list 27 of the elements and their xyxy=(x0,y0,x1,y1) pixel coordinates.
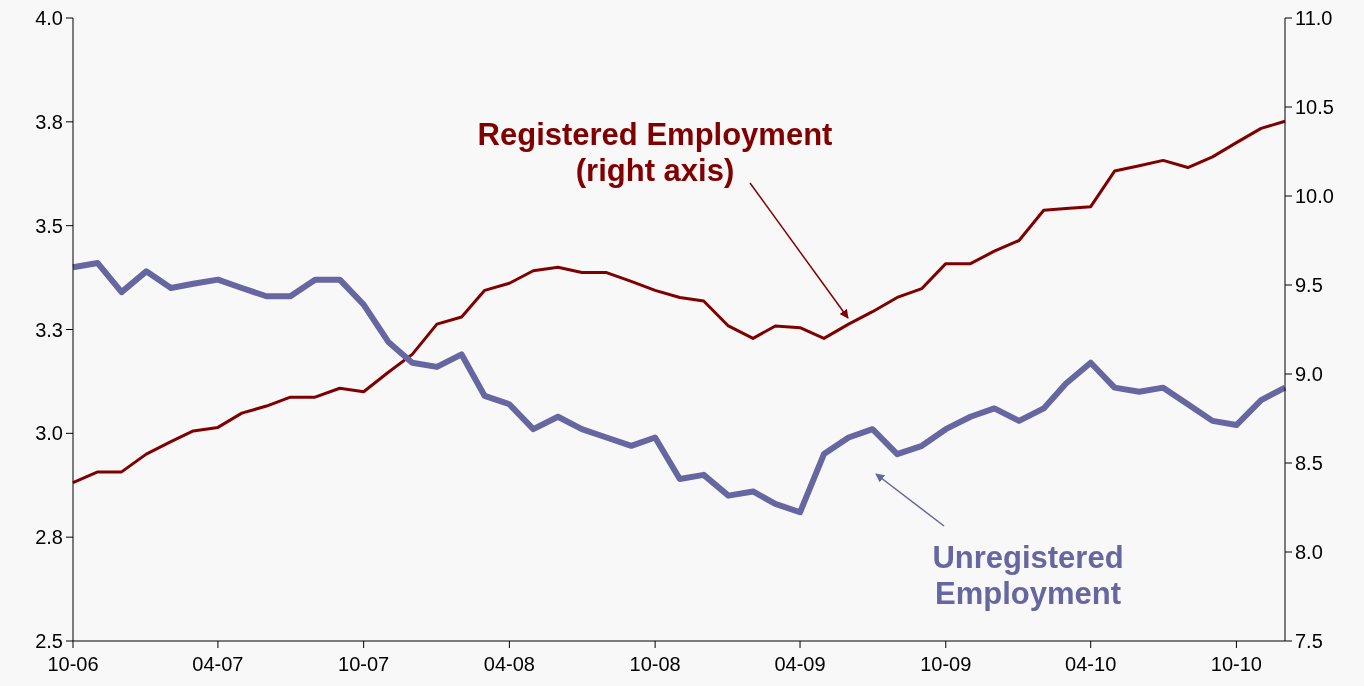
y-tick-label: 2.8 xyxy=(35,526,63,549)
y2-tick-label: 7.5 xyxy=(1295,630,1323,652)
x-tick-label: 10-09 xyxy=(920,653,972,675)
y2-tick-label: 9.5 xyxy=(1295,274,1323,296)
line-series xyxy=(71,119,1287,485)
x-tick-label: 10-06 xyxy=(47,653,99,675)
y-tick-label: 3.5 xyxy=(35,214,63,237)
text: Registered Employment (right axis) xyxy=(477,117,833,188)
y2-tick-label: 10.5 xyxy=(1295,96,1334,118)
y2-tick-label: 10.0 xyxy=(1295,185,1334,207)
x-tick-label: 04-08 xyxy=(483,653,535,675)
x-tick-label: 10-10 xyxy=(1210,653,1262,675)
x-tick-label: 04-10 xyxy=(1065,653,1117,675)
y-tick-label: 3.8 xyxy=(35,110,63,133)
y-tick-label: 3.3 xyxy=(35,318,63,341)
legend-label: Unregistered Employment xyxy=(932,540,1124,611)
y2-tick-label: 11.0 xyxy=(1295,7,1333,29)
x-tick-label: 04-07 xyxy=(192,653,244,675)
x-tick-label: 10-07 xyxy=(338,653,390,675)
y-tick-label: 2.5 xyxy=(35,630,63,652)
x-tick-label: 04-09 xyxy=(774,653,826,675)
y2-tick-label: 8.5 xyxy=(1295,452,1323,474)
x-tick-label: 10-08 xyxy=(629,653,681,675)
y2-tick-label: 9.0 xyxy=(1295,363,1323,385)
y-tick-label: 3.0 xyxy=(35,422,63,445)
y-tick-label: 4.0 xyxy=(35,7,63,29)
y2-tick-label: 8.0 xyxy=(1295,541,1323,563)
